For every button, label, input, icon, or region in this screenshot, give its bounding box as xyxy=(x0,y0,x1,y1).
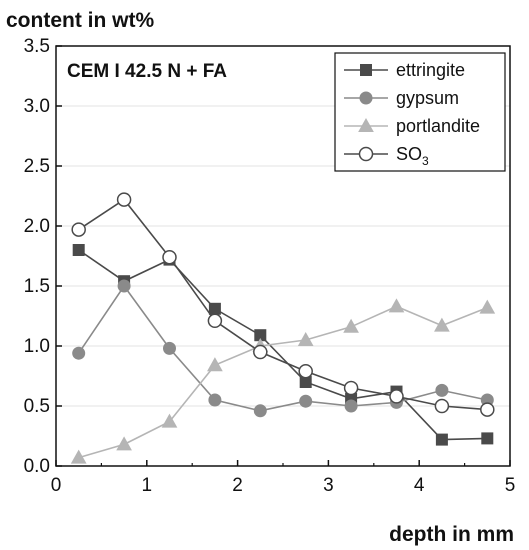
x-tick-label: 4 xyxy=(414,475,425,496)
data-point xyxy=(207,357,223,372)
series-line xyxy=(78,198,488,411)
data-point xyxy=(298,363,313,379)
data-point xyxy=(299,394,313,408)
y-tick-label: 2.0 xyxy=(24,216,50,237)
legend-label: ettringite xyxy=(396,60,465,80)
y-axis-title: content in wt% xyxy=(6,9,154,32)
data-point xyxy=(72,244,85,256)
series-ettringite xyxy=(72,244,494,446)
legend-label: portlandite xyxy=(396,116,480,136)
legend-marker xyxy=(360,64,372,76)
data-point xyxy=(297,331,314,346)
x-tick-label: 5 xyxy=(505,475,516,496)
legend: ettringite gypsum portlandite SO3 xyxy=(334,52,506,172)
series-portlandite xyxy=(70,298,496,464)
legend-label: SO3 xyxy=(396,144,429,168)
series-line xyxy=(78,305,488,459)
legend-marker xyxy=(358,117,374,132)
data-point xyxy=(343,380,359,396)
data-point xyxy=(71,222,86,237)
data-point xyxy=(434,317,450,332)
data-point xyxy=(163,341,176,355)
legend-label: gypsum xyxy=(396,88,459,108)
legend-item: portlandite xyxy=(344,116,480,136)
data-point xyxy=(116,192,132,207)
data-point xyxy=(117,279,131,293)
y-tick-label: 1.0 xyxy=(24,336,50,357)
x-tick-label: 2 xyxy=(232,475,243,496)
data-point xyxy=(389,389,404,404)
data-point xyxy=(434,398,450,414)
plot-series xyxy=(70,192,496,464)
x-tick-label: 0 xyxy=(51,475,62,496)
legend-item: gypsum xyxy=(344,88,459,108)
y-tick-label: 3.0 xyxy=(24,96,50,117)
data-point xyxy=(161,413,178,428)
data-point xyxy=(480,402,495,417)
data-point xyxy=(253,404,267,418)
data-point xyxy=(253,344,268,360)
data-point xyxy=(435,433,448,446)
legend-marker xyxy=(358,146,374,162)
y-tick-label: 0.5 xyxy=(24,396,50,417)
data-point xyxy=(208,393,222,407)
data-point xyxy=(481,432,494,445)
series-so3 xyxy=(71,192,495,417)
data-point xyxy=(72,346,86,360)
chart-annotation: CEM I 42.5 N + FA xyxy=(67,61,227,82)
data-point xyxy=(435,383,449,397)
series-line xyxy=(78,284,488,412)
y-tick-label: 0.0 xyxy=(24,456,50,477)
data-point xyxy=(116,436,132,451)
legend-item: SO3 xyxy=(344,144,429,168)
data-point xyxy=(208,302,221,315)
gridlines xyxy=(56,105,510,407)
data-point xyxy=(388,298,405,313)
data-point xyxy=(207,313,223,329)
data-point xyxy=(479,299,496,314)
legend-item: ettringite xyxy=(344,60,465,80)
y-tick-label: 3.5 xyxy=(24,36,50,57)
data-point xyxy=(70,449,87,464)
series-line xyxy=(78,249,488,441)
legend-marker xyxy=(359,91,373,105)
data-point xyxy=(343,318,359,333)
data-point xyxy=(344,399,358,413)
x-tick-label: 3 xyxy=(323,475,334,496)
y-tick-label: 2.5 xyxy=(24,156,50,177)
series-gypsum xyxy=(72,279,494,418)
data-point xyxy=(162,249,177,265)
x-tick-label: 1 xyxy=(142,475,153,496)
y-tick-label: 1.5 xyxy=(24,276,50,297)
axis-ticks: 0.0 0.5 1.0 1.5 2.0 2.5 3.0 3.5 0 1 2 3 4 5 xyxy=(24,36,516,496)
x-axis-title: depth in mm xyxy=(389,523,514,546)
